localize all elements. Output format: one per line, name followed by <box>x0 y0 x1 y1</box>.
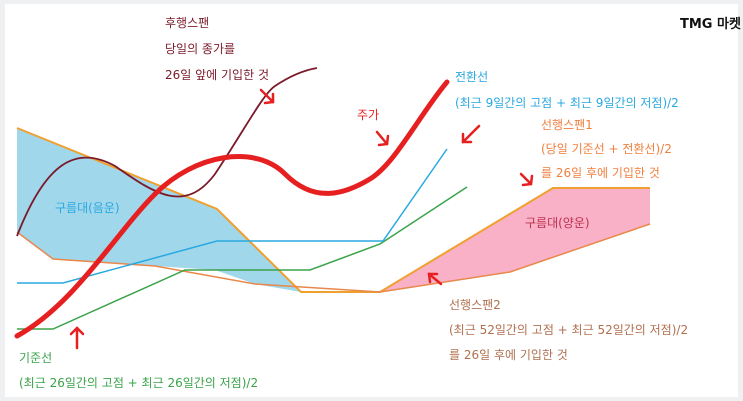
arrow-lagging <box>259 88 275 105</box>
cloud-positive-area <box>301 188 650 292</box>
leading2-desc2: 를 26일 후에 기입한 것 <box>449 348 568 362</box>
ichimoku-diagram: TMG 마켓 후행스팬 당일의 종가를 26일 앞에 기입한 것 주가 전환선 … <box>5 4 741 397</box>
lagging-span-line <box>16 67 318 237</box>
lagging-desc2: 26일 앞에 기입한 것 <box>165 68 269 82</box>
base-desc: (최근 26일간의 고점 + 최근 26일간의 저점)/2 <box>19 376 259 390</box>
conversion-desc: (최근 9일간의 고점 + 최근 9일간의 저점)/2 <box>455 96 679 110</box>
leading2-desc1: (최근 52일간의 고점 + 최근 52일간의 저점)/2 <box>449 323 689 337</box>
lagging-title: 후행스팬 <box>165 16 210 30</box>
leading1-title: 선행스팬1 <box>541 118 593 132</box>
arrow-leading1 <box>519 172 534 187</box>
cloud-negative-area <box>17 128 301 292</box>
conversion-title: 전환선 <box>455 70 489 84</box>
base-title: 기준선 <box>19 351 53 365</box>
cloud-negative-label: 구름대(음운) <box>55 201 120 215</box>
leading1-desc1: (당일 기준선 + 전환선)/2 <box>541 142 672 156</box>
price-label: 주가 <box>357 108 380 122</box>
leading-span2-line <box>16 223 651 293</box>
leading1-desc2: 를 26일 후에 기입한 것 <box>541 166 660 180</box>
leading2-title: 선행스팬2 <box>449 298 501 312</box>
arrow-conversion <box>461 124 481 144</box>
price-line <box>14 79 450 339</box>
arrow-base <box>69 326 85 350</box>
base-line <box>17 186 468 330</box>
lagging-desc1: 당일의 종가를 <box>165 42 236 56</box>
brand-logo: TMG 마켓 <box>680 17 741 32</box>
ichimoku-chart <box>14 67 651 350</box>
arrow-leading2 <box>427 272 443 286</box>
cloud-positive-label: 구름대(양운) <box>525 216 590 230</box>
conversion-line <box>17 148 448 284</box>
arrow-price <box>375 130 390 147</box>
